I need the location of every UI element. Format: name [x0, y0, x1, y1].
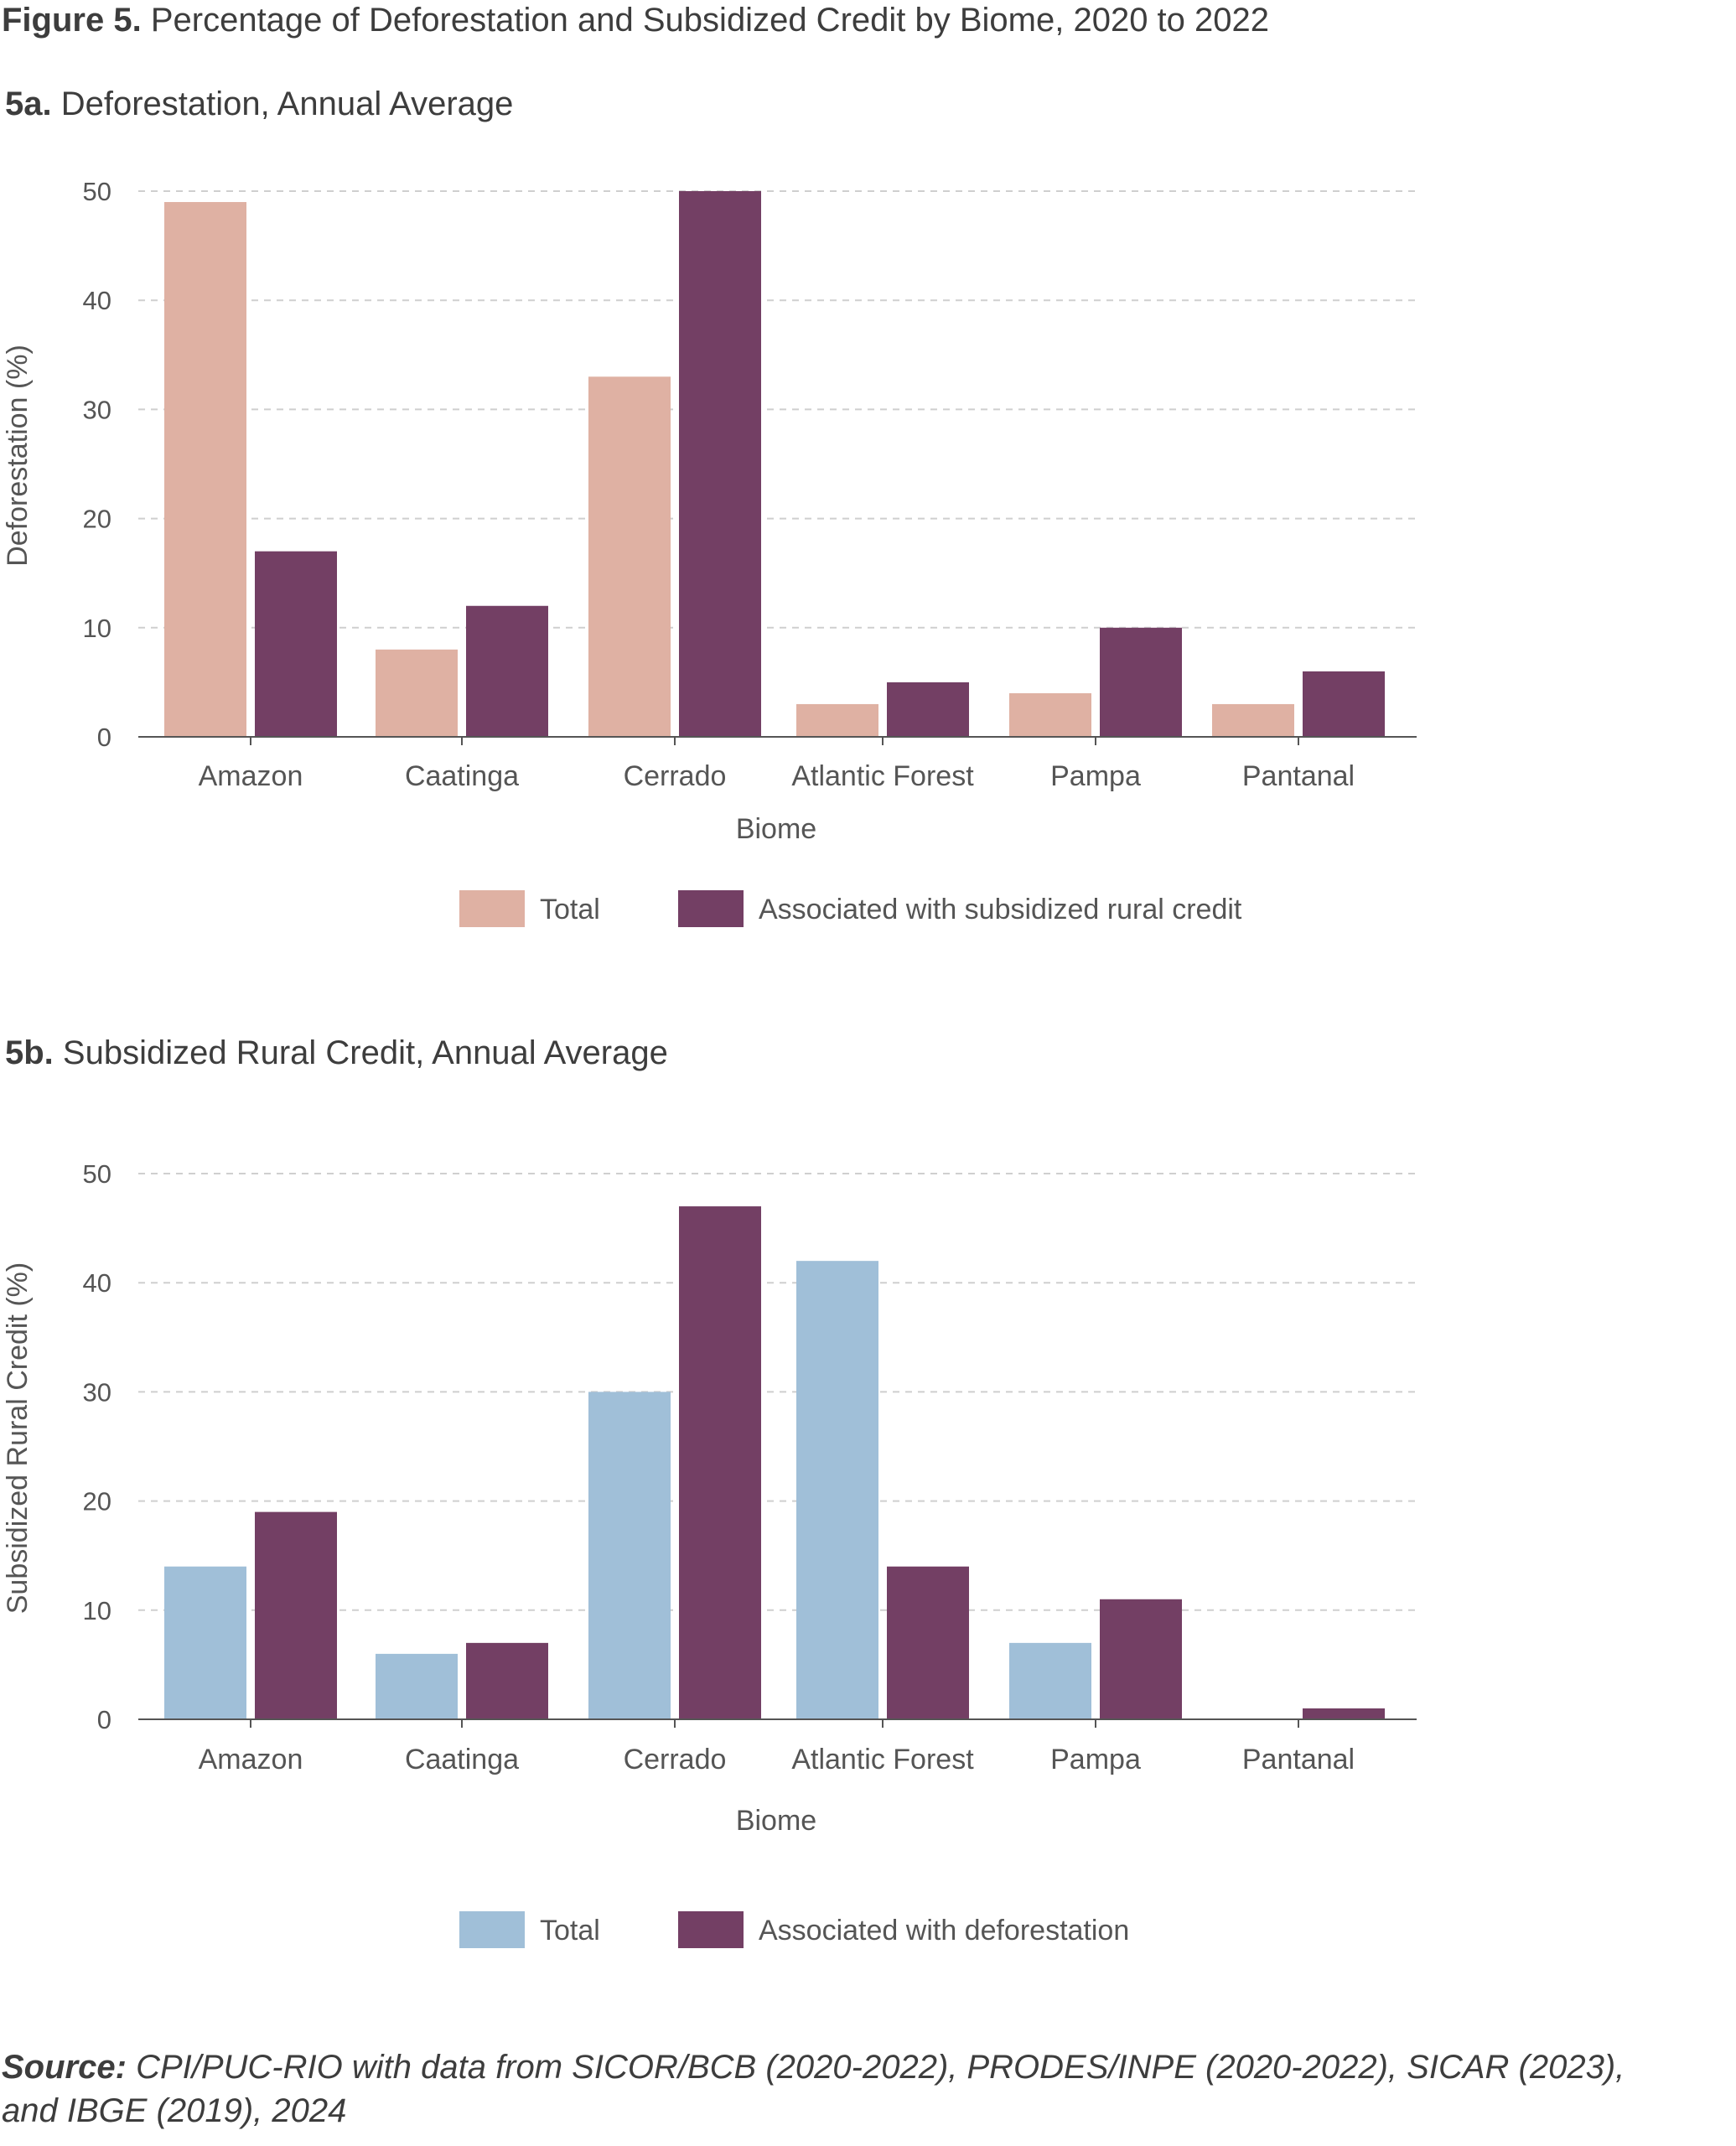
- chart-a-label: 5a.: [5, 86, 52, 122]
- chart-b-title: 5b. Subsidized Rural Credit, Annual Aver…: [5, 1033, 668, 1073]
- legend-swatch-total: [459, 890, 525, 927]
- y-tick-label-50: 50: [83, 1159, 111, 1189]
- subsidized-credit-bar-chart: 0 10 20 30 40 50 Amazon Caatinga Cerrado Atlantic…: [2, 1159, 1417, 1948]
- source-text: CPI/PUC-RIO with data from SICOR/BCB (20…: [2, 2049, 1625, 2129]
- bar-associated-pampa: [1100, 1599, 1182, 1719]
- x-tick-label-caatinga: Caatinga: [405, 1744, 519, 1775]
- x-tick-label-pampa: Pampa: [1050, 1744, 1141, 1775]
- bar-total-pampa: [1009, 692, 1091, 737]
- deforestation-bar-chart: 0 10 20 30 40 50 Amazon Caatinga Cerrado Atlantic…: [2, 177, 1417, 927]
- bar-associated-caatinga: [466, 605, 548, 737]
- bar-total-caatinga: [376, 1653, 458, 1719]
- legend-label-associated: Associated with subsidized rural credit: [759, 894, 1242, 925]
- chart-b-label: 5b.: [5, 1034, 54, 1071]
- y-tick-label-20: 20: [83, 1487, 111, 1516]
- bar-associated-cerrado: [679, 1206, 761, 1719]
- legend-swatch-total: [459, 1911, 525, 1948]
- x-tick-label-cerrado: Cerrado: [624, 1744, 727, 1775]
- figure-title: Figure 5. Percentage of Deforestation an…: [2, 0, 1269, 40]
- y-tick-label-0: 0: [97, 723, 111, 752]
- source-note: Source: CPI/PUC-RIO with data from SICOR…: [2, 2045, 1678, 2133]
- x-tick-label-pantanal: Pantanal: [1242, 760, 1355, 792]
- bar-total-atlantic-forest: [796, 1261, 878, 1719]
- legend-label-total: Total: [540, 894, 600, 925]
- y-tick-label-0: 0: [97, 1705, 111, 1734]
- y-axis-title: Subsidized Rural Credit (%): [2, 1262, 34, 1615]
- x-tick-label-pampa: Pampa: [1050, 760, 1141, 792]
- bar-total-atlantic-forest: [796, 703, 878, 737]
- bar-associated-cerrado: [679, 191, 761, 737]
- bar-total-cerrado: [588, 376, 671, 737]
- x-tick-label-atlantic-forest: Atlantic Forest: [791, 1744, 974, 1775]
- bar-associated-amazon: [255, 551, 337, 737]
- x-tick-label-caatinga: Caatinga: [405, 760, 519, 792]
- legend-swatch-associated: [678, 1911, 744, 1948]
- y-tick-label-40: 40: [83, 286, 111, 315]
- y-tick-label-30: 30: [83, 395, 111, 424]
- y-tick-label-30: 30: [83, 1377, 111, 1407]
- x-axis-title: Biome: [736, 813, 816, 845]
- legend-label-associated: Associated with deforestation: [759, 1915, 1129, 1946]
- chart-b-title-text: Subsidized Rural Credit, Annual Average: [62, 1034, 668, 1071]
- y-tick-label-40: 40: [83, 1268, 111, 1298]
- x-tick-label-cerrado: Cerrado: [624, 760, 727, 792]
- bar-associated-amazon: [255, 1511, 337, 1719]
- x-tick-label-amazon: Amazon: [199, 760, 303, 792]
- figure-title-text: Percentage of Deforestation and Subsidiz…: [150, 2, 1270, 39]
- y-tick-label-50: 50: [83, 177, 111, 206]
- bar-associated-pantanal: [1303, 671, 1385, 737]
- x-axis-title: Biome: [736, 1805, 816, 1837]
- chart-a-title: 5a. Deforestation, Annual Average: [5, 84, 513, 124]
- bar-associated-atlantic-forest: [887, 1566, 969, 1719]
- y-tick-label-10: 10: [83, 1596, 111, 1625]
- bar-total-pampa: [1009, 1642, 1091, 1719]
- x-tick-label-atlantic-forest: Atlantic Forest: [791, 760, 974, 792]
- x-tick-label-amazon: Amazon: [199, 1744, 303, 1775]
- bar-associated-atlantic-forest: [887, 682, 969, 737]
- bar-associated-pampa: [1100, 627, 1182, 737]
- bar-total-cerrado: [588, 1392, 671, 1719]
- bar-total-pantanal: [1212, 703, 1294, 737]
- bar-associated-caatinga: [466, 1642, 548, 1719]
- y-tick-label-20: 20: [83, 505, 111, 534]
- chart-a-title-text: Deforestation, Annual Average: [60, 86, 514, 122]
- legend-swatch-associated: [678, 890, 744, 927]
- y-axis-title: Deforestation (%): [2, 345, 34, 567]
- bar-associated-pantanal: [1303, 1708, 1385, 1719]
- bar-total-amazon: [164, 202, 246, 737]
- x-tick-label-pantanal: Pantanal: [1242, 1744, 1355, 1775]
- legend-label-total: Total: [540, 1915, 600, 1946]
- source-label: Source:: [2, 2049, 127, 2086]
- y-tick-label-10: 10: [83, 614, 111, 643]
- figure-label: Figure 5.: [2, 2, 142, 39]
- bar-total-amazon: [164, 1566, 246, 1719]
- bar-total-caatinga: [376, 649, 458, 737]
